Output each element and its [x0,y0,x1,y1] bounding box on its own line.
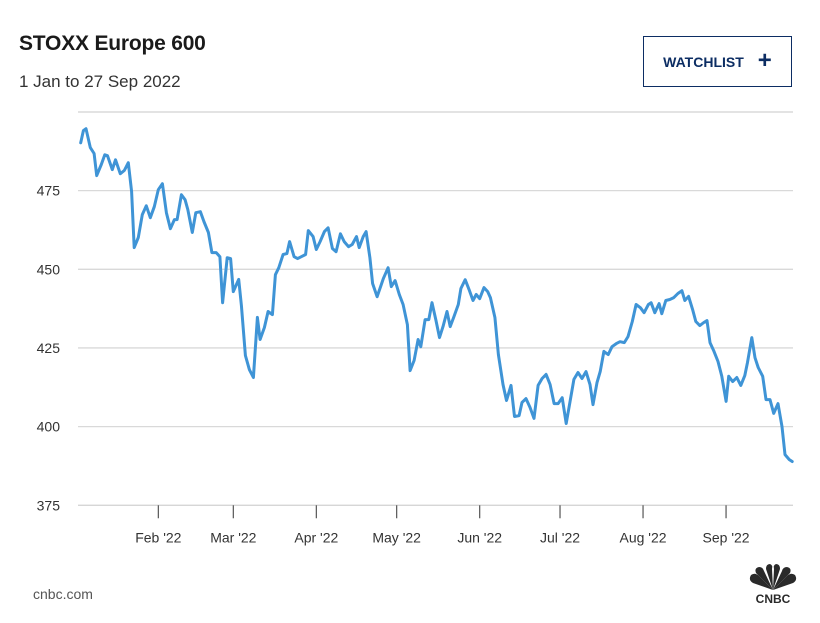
cnbc-wordmark: CNBC [756,592,791,605]
y-tick-label: 375 [37,497,61,513]
x-tick-label: Sep '22 [703,529,750,545]
x-tick-label: Jun '22 [457,529,502,545]
chart-subtitle: 1 Jan to 27 Sep 2022 [19,72,181,91]
y-tick-label: 450 [37,261,61,277]
series-line [79,127,794,463]
watchlist-button[interactable]: WATCHLIST + [643,36,792,87]
x-tick-label: Apr '22 [294,529,338,545]
cnbc-peacock-logo: CNBC [749,564,797,605]
watchlist-label: WATCHLIST [663,53,744,70]
plus-icon: + [757,46,772,74]
source-label: cnbc.com [33,586,93,602]
x-tick-label: Jul '22 [540,529,580,545]
x-tick-label: Feb '22 [135,529,181,545]
y-tick-label: 400 [37,419,61,435]
x-tick-label: Mar '22 [210,529,256,545]
y-tick-label: 475 [37,183,61,199]
chart-title: STOXX Europe 600 [19,32,206,55]
x-tick-label: May '22 [372,529,421,545]
y-tick-label: 425 [37,340,61,356]
x-tick-label: Aug '22 [620,529,667,545]
